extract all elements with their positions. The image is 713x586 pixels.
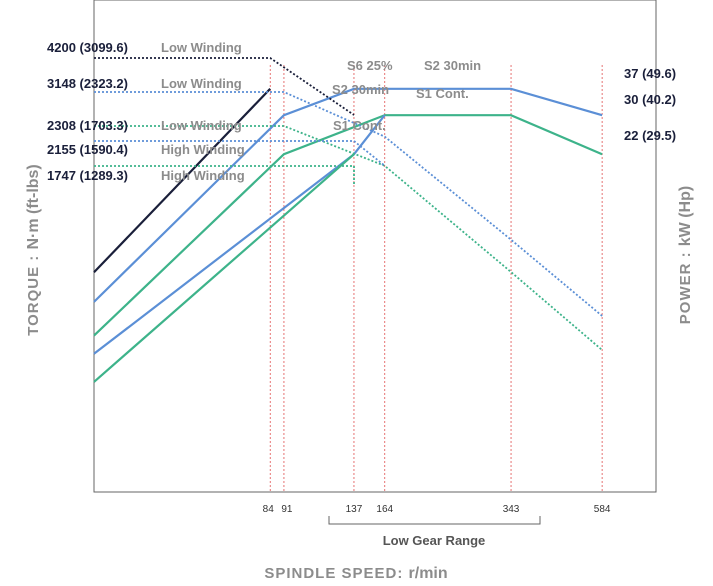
winding-label-2: Low Winding bbox=[161, 76, 242, 91]
curve-label-3: S2 30min bbox=[332, 82, 389, 97]
curve-label-5: S1 Cont. bbox=[333, 118, 386, 133]
torque-label-5: 1747 (1289.3) bbox=[47, 168, 128, 183]
series-layer bbox=[93, 57, 603, 383]
torque-label-2: 3148 (2323.2) bbox=[47, 76, 128, 91]
x-tick-label-84: 84 bbox=[263, 504, 275, 515]
reference-lines bbox=[269, 65, 603, 492]
curve-label-1: S6 25% bbox=[347, 58, 393, 73]
winding-label-5: High Winding bbox=[161, 168, 245, 183]
x-axis-title: SPINDLE SPEED: r/min bbox=[264, 565, 447, 582]
torque-curve-7 bbox=[94, 91, 603, 317]
power-curve-2 bbox=[93, 87, 603, 303]
winding-label-3: Low Winding bbox=[161, 118, 242, 133]
curve-label-2: S2 30min bbox=[424, 58, 481, 73]
plot-area bbox=[93, 0, 657, 493]
torque-curve-9 bbox=[94, 140, 386, 167]
x-tick-label-584: 584 bbox=[594, 504, 611, 515]
x-tick-label-343: 343 bbox=[503, 504, 520, 515]
power-curve-1 bbox=[93, 88, 271, 274]
power-label-3: 22 (29.5) bbox=[624, 128, 676, 143]
winding-label-1: Low Winding bbox=[161, 40, 242, 55]
torque-label-3: 2308 (1703.3) bbox=[47, 118, 128, 133]
y-axis-right-title: POWER : kW (Hp) bbox=[677, 186, 694, 324]
gear-range-label: Low Gear Range bbox=[383, 533, 486, 548]
gear-range-bracket bbox=[328, 516, 541, 525]
torque-curve-10 bbox=[94, 165, 355, 186]
winding-label-4: High Winding bbox=[161, 142, 245, 157]
power-label-2: 30 (40.2) bbox=[624, 92, 676, 107]
x-tick-label-137: 137 bbox=[346, 504, 363, 515]
torque-label-1: 4200 (3099.6) bbox=[47, 40, 128, 55]
curve-label-4: S1 Cont. bbox=[416, 86, 469, 101]
x-tick-label-164: 164 bbox=[376, 504, 393, 515]
power-curve-5 bbox=[93, 153, 355, 383]
torque-curve-6 bbox=[94, 57, 355, 116]
torque-label-4: 2155 (1590.4) bbox=[47, 142, 128, 157]
y-axis-left-title: TORQUE : N·m (ft-lbs) bbox=[25, 164, 42, 336]
x-tick-label-91: 91 bbox=[281, 504, 293, 515]
labels-layer: 4200 (3099.6) Low Winding 3148 (2323.2) Low… bbox=[47, 40, 676, 183]
power-label-1: 37 (49.6) bbox=[624, 66, 676, 81]
ticks-layer: 84 91 137 164 343 584 bbox=[263, 504, 611, 515]
